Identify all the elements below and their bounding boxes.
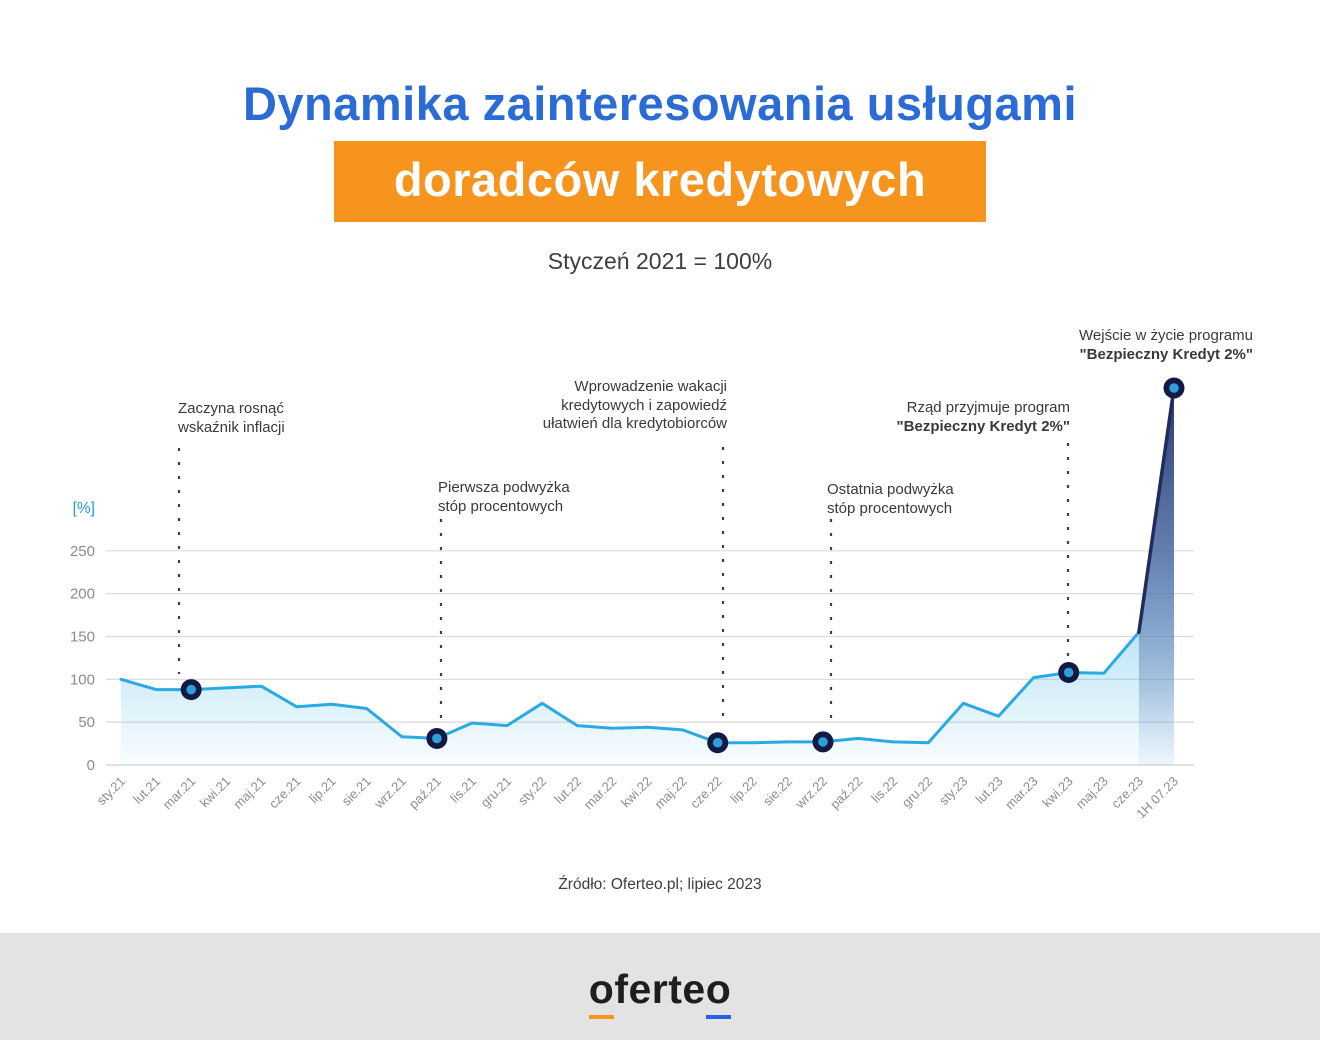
event-marker-dot [818,737,828,747]
title-highlight-text: doradców kredytowych [333,141,987,222]
annotation-line: Wejście w życie programu [1079,327,1253,344]
area-fill [121,388,1174,765]
y-axis-label: 50 [78,714,95,731]
annotation-line: Pierwsza podwyżka [438,479,570,496]
chart-subtitle: Styczeń 2021 = 100% [547,248,773,274]
trend-line [119,630,1141,745]
x-axis-label: maj.23 [1073,774,1111,812]
annotation-line: Zaczyna rosnąć [178,400,284,417]
x-axis-label: lip.21 [306,774,339,807]
title-highlight-band: doradców kredytowych [0,141,1320,222]
annotation-line: stóp procentowych [827,499,953,517]
x-axis-label: wrz.21 [371,774,409,812]
x-axis-label: maj.21 [230,774,268,812]
annotation-last-rate-hike: Ostatnia podwyżka stóp procentowych [827,481,954,518]
x-axis-label: paź.22 [827,774,865,812]
logo-letters-mid: ferte [614,966,706,1012]
annotation-line: Ostatnia podwyżka [827,481,954,498]
event-marker-dot [1063,667,1074,678]
x-axis-label: lis.22 [868,774,900,806]
annotation-inflation: Zaczyna rosnąć wskaźnik inflacji [178,400,285,437]
x-axis-label: cze.22 [687,774,725,812]
event-marker-ring [180,679,202,701]
x-axis-label: gru.21 [478,774,515,811]
x-axis-label: 1H 07.23 [1133,774,1181,822]
event-marker-ring [1163,377,1185,399]
x-axis-label: lis.21 [447,774,479,806]
highlight-area-fill [1138,388,1174,765]
x-axis-label: lut.23 [973,774,1006,807]
y-axis-unit: [%] [73,500,95,517]
x-axis-label: sty.23 [936,774,970,808]
annotation-line: "Bezpieczny Kredyt 2%" [896,417,1070,435]
event-marker-ring [812,731,834,753]
logo-letter-first: o [588,966,615,1019]
event-marker-dot [712,737,723,748]
y-axis-label: 250 [70,543,95,560]
x-axis-label: wrz.22 [792,774,830,812]
x-axis-label: cze.21 [266,774,304,812]
footer-bar [0,933,1320,1040]
annotation-line: ułatwień dla kredytobiorców [542,415,727,432]
annotation-line: "Bezpieczny Kredyt 2%" [1079,345,1253,363]
annotation-line: Wprowadzenie wakacji [574,378,727,395]
source-note: Źródło: Oferteo.pl; lipiec 2023 [558,876,762,893]
event-marker-dot [186,684,196,695]
x-axis-label: lut.22 [551,774,584,807]
highlight-line-segment [1137,386,1176,634]
annotation-line: wskaźnik inflacji [178,418,285,436]
annotation-line: Rząd przyjmuje program [906,399,1070,416]
x-axis-label: sty.21 [94,774,128,808]
annotation-program-launch: Wejście w życie programu "Bezpieczny Kred… [1079,327,1253,364]
event-marker-dot [432,733,442,744]
x-axis-label: mar.23 [1002,774,1041,813]
page-title: Dynamika zainteresowania usługami [242,77,1078,130]
x-axis-label: lut.21 [130,774,163,807]
x-axis-label: lip.22 [727,774,760,807]
event-marker-ring [426,727,448,749]
annotation-first-rate-hike: Pierwsza podwyżka stóp procentowych [438,479,570,516]
event-marker-ring [1058,661,1080,683]
x-axis-label: cze.23 [1108,774,1146,812]
x-axis-label: mar.21 [160,774,199,813]
x-axis-label: mar.22 [581,774,620,813]
x-axis-label: kwi.23 [1039,774,1076,811]
x-axis-label: sie.22 [760,774,795,809]
annotation-line: kredytowych i zapowiedź [561,396,727,414]
y-axis-label: 0 [87,757,95,774]
x-axis-label: kwi.21 [197,774,234,811]
x-axis-label: paź.21 [406,774,444,812]
y-axis-label: 200 [70,586,95,603]
event-marker-ring [707,732,729,754]
x-axis-label: gru.22 [899,774,936,811]
logo-letter-last: o [705,966,732,1019]
annotation-line: stóp procentowych [438,497,564,515]
y-axis-label: 100 [70,671,95,688]
annotation-credit-holidays: Wprowadzenie wakacji kredytowych i zapowi… [543,378,727,434]
brand-logo: oferteo [0,966,1320,1019]
y-axis-label: 150 [70,628,95,645]
annotation-program-adopted: Rząd przyjmuje program "Bezpieczny Kredyt… [897,399,1070,436]
x-axis-label: kwi.22 [618,774,655,811]
x-axis-label: maj.22 [652,774,690,812]
event-marker-dot [1169,383,1179,393]
x-axis-label: sty.22 [515,774,549,808]
x-axis-label: sie.21 [339,774,374,809]
